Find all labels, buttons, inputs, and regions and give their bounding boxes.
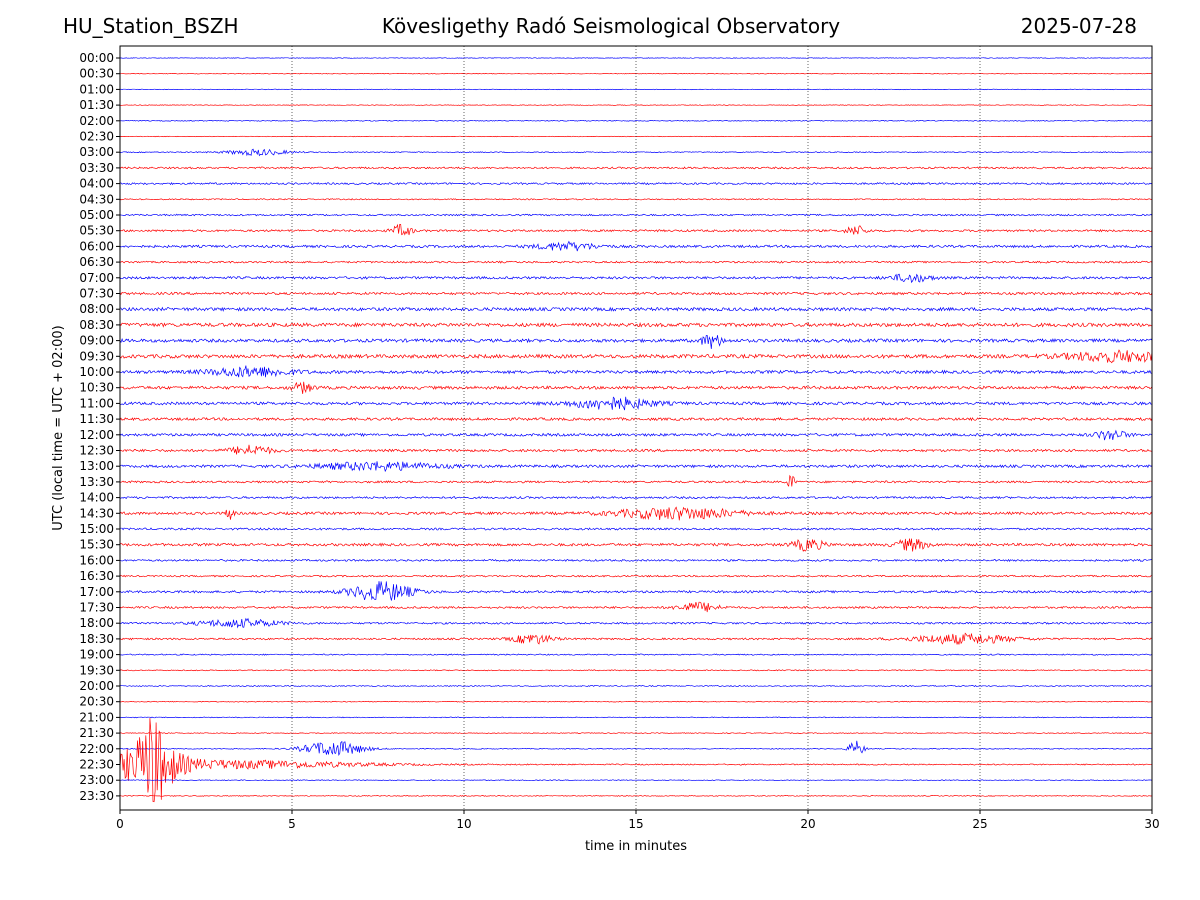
y-tick-label: 20:00: [79, 679, 114, 693]
x-tick-label: 15: [628, 817, 643, 831]
x-tick-label: 30: [1144, 817, 1159, 831]
y-tick-label: 07:00: [79, 271, 114, 285]
x-tick-label: 0: [116, 817, 124, 831]
trace-1530: [119, 538, 1153, 552]
y-tick-label: 15:30: [79, 538, 114, 552]
trace-2100: [119, 716, 1153, 719]
y-tick-label: 01:00: [79, 82, 114, 96]
y-tick-label: 17:30: [79, 601, 114, 615]
y-tick-label: 22:30: [79, 758, 114, 772]
y-tick-label: 00:30: [79, 67, 114, 81]
y-tick-label: 01:30: [79, 98, 114, 112]
y-tick-label: 11:00: [79, 396, 114, 410]
y-tick-label: 12:30: [79, 444, 114, 458]
y-tick-label: 09:30: [79, 349, 114, 363]
trace-1400: [119, 495, 1153, 500]
trace-1430: [119, 506, 1153, 521]
y-tick-label: 02:00: [79, 114, 114, 128]
y-tick-label: 10:00: [79, 365, 114, 379]
x-axis-ticks: 0 5 10 15 20 25 30: [116, 810, 1160, 831]
record-date: 2025-07-28: [1020, 14, 1137, 38]
trace-2330: [119, 795, 1153, 797]
trace-0500: [119, 213, 1153, 217]
trace-1630: [119, 574, 1152, 578]
trace-1730: [119, 601, 1153, 613]
y-tick-label: 15:00: [79, 522, 114, 536]
x-tick-label: 5: [288, 817, 296, 831]
y-tick-label: 16:30: [79, 569, 114, 583]
y-tick-label: 05:00: [79, 208, 114, 222]
y-axis-title: UTC (local time = UTC + 02:00): [51, 325, 66, 530]
x-axis-title: time in minutes: [585, 839, 687, 854]
y-tick-label: 12:00: [79, 428, 114, 442]
y-tick-label: 21:30: [79, 726, 114, 740]
y-tick-label: 00:00: [79, 51, 114, 65]
y-tick-label: 21:00: [79, 710, 114, 724]
trace-1830: [119, 632, 1153, 645]
y-tick-label: 04:00: [79, 177, 114, 191]
trace-1600: [119, 558, 1153, 562]
x-tick-label: 25: [972, 817, 987, 831]
y-tick-label: 08:00: [79, 302, 114, 316]
trace-2030: [119, 700, 1153, 703]
trace-1030: [119, 381, 1153, 394]
station-name: HU_Station_BSZH: [63, 14, 239, 38]
x-tick-label: 20: [800, 817, 815, 831]
y-tick-label: 09:00: [79, 334, 114, 348]
trace-2300: [120, 779, 1153, 782]
y-tick-label: 20:30: [79, 695, 114, 709]
y-tick-label: 14:30: [79, 506, 114, 520]
trace-1230: [119, 444, 1153, 455]
y-tick-label: 18:30: [79, 632, 114, 646]
y-tick-label: 06:00: [79, 239, 114, 253]
trace-0830: [119, 321, 1153, 328]
trace-0330: [119, 166, 1153, 170]
trace-1700: [119, 581, 1153, 601]
y-tick-label: 10:30: [79, 381, 114, 395]
x-tick-label: 10: [456, 817, 471, 831]
y-tick-label: 13:30: [79, 475, 114, 489]
trace-1330: [119, 474, 1153, 487]
trace-1200: [119, 429, 1153, 441]
y-tick-label: 23:00: [79, 773, 114, 787]
y-tick-label: 16:00: [79, 553, 114, 567]
y-tick-label: 03:00: [79, 145, 114, 159]
y-tick-label: 19:30: [79, 663, 114, 677]
y-tick-label: 06:30: [79, 255, 114, 269]
y-tick-label: 03:30: [79, 161, 114, 175]
trace-0300: [119, 148, 1153, 157]
y-tick-label: 22:00: [79, 742, 114, 756]
trace-0200: [119, 119, 1153, 122]
y-tick-label: 08:30: [79, 318, 114, 332]
trace-0700: [119, 273, 1153, 284]
grid-lines: [291, 46, 981, 810]
y-tick-label: 05:30: [79, 224, 114, 238]
trace-0100: [119, 88, 1152, 91]
y-tick-label: 23:30: [79, 789, 114, 803]
y-tick-label: 17:00: [79, 585, 114, 599]
y-tick-label: 04:30: [79, 192, 114, 206]
y-tick-label: 11:30: [79, 412, 114, 426]
y-tick-label: 02:30: [79, 130, 114, 144]
y-tick-label: 18:00: [79, 616, 114, 630]
trace-0800: [119, 306, 1153, 312]
y-tick-label: 07:30: [79, 287, 114, 301]
observatory-title: Kövesligethy Radó Seismological Observat…: [381, 14, 841, 38]
trace-0600: [119, 240, 1153, 252]
trace-0130: [119, 104, 1153, 106]
y-tick-label: 19:00: [79, 648, 114, 662]
y-tick-label: 13:00: [79, 459, 114, 473]
trace-0930: [119, 349, 1153, 364]
y-tick-label: 14:00: [79, 491, 114, 505]
